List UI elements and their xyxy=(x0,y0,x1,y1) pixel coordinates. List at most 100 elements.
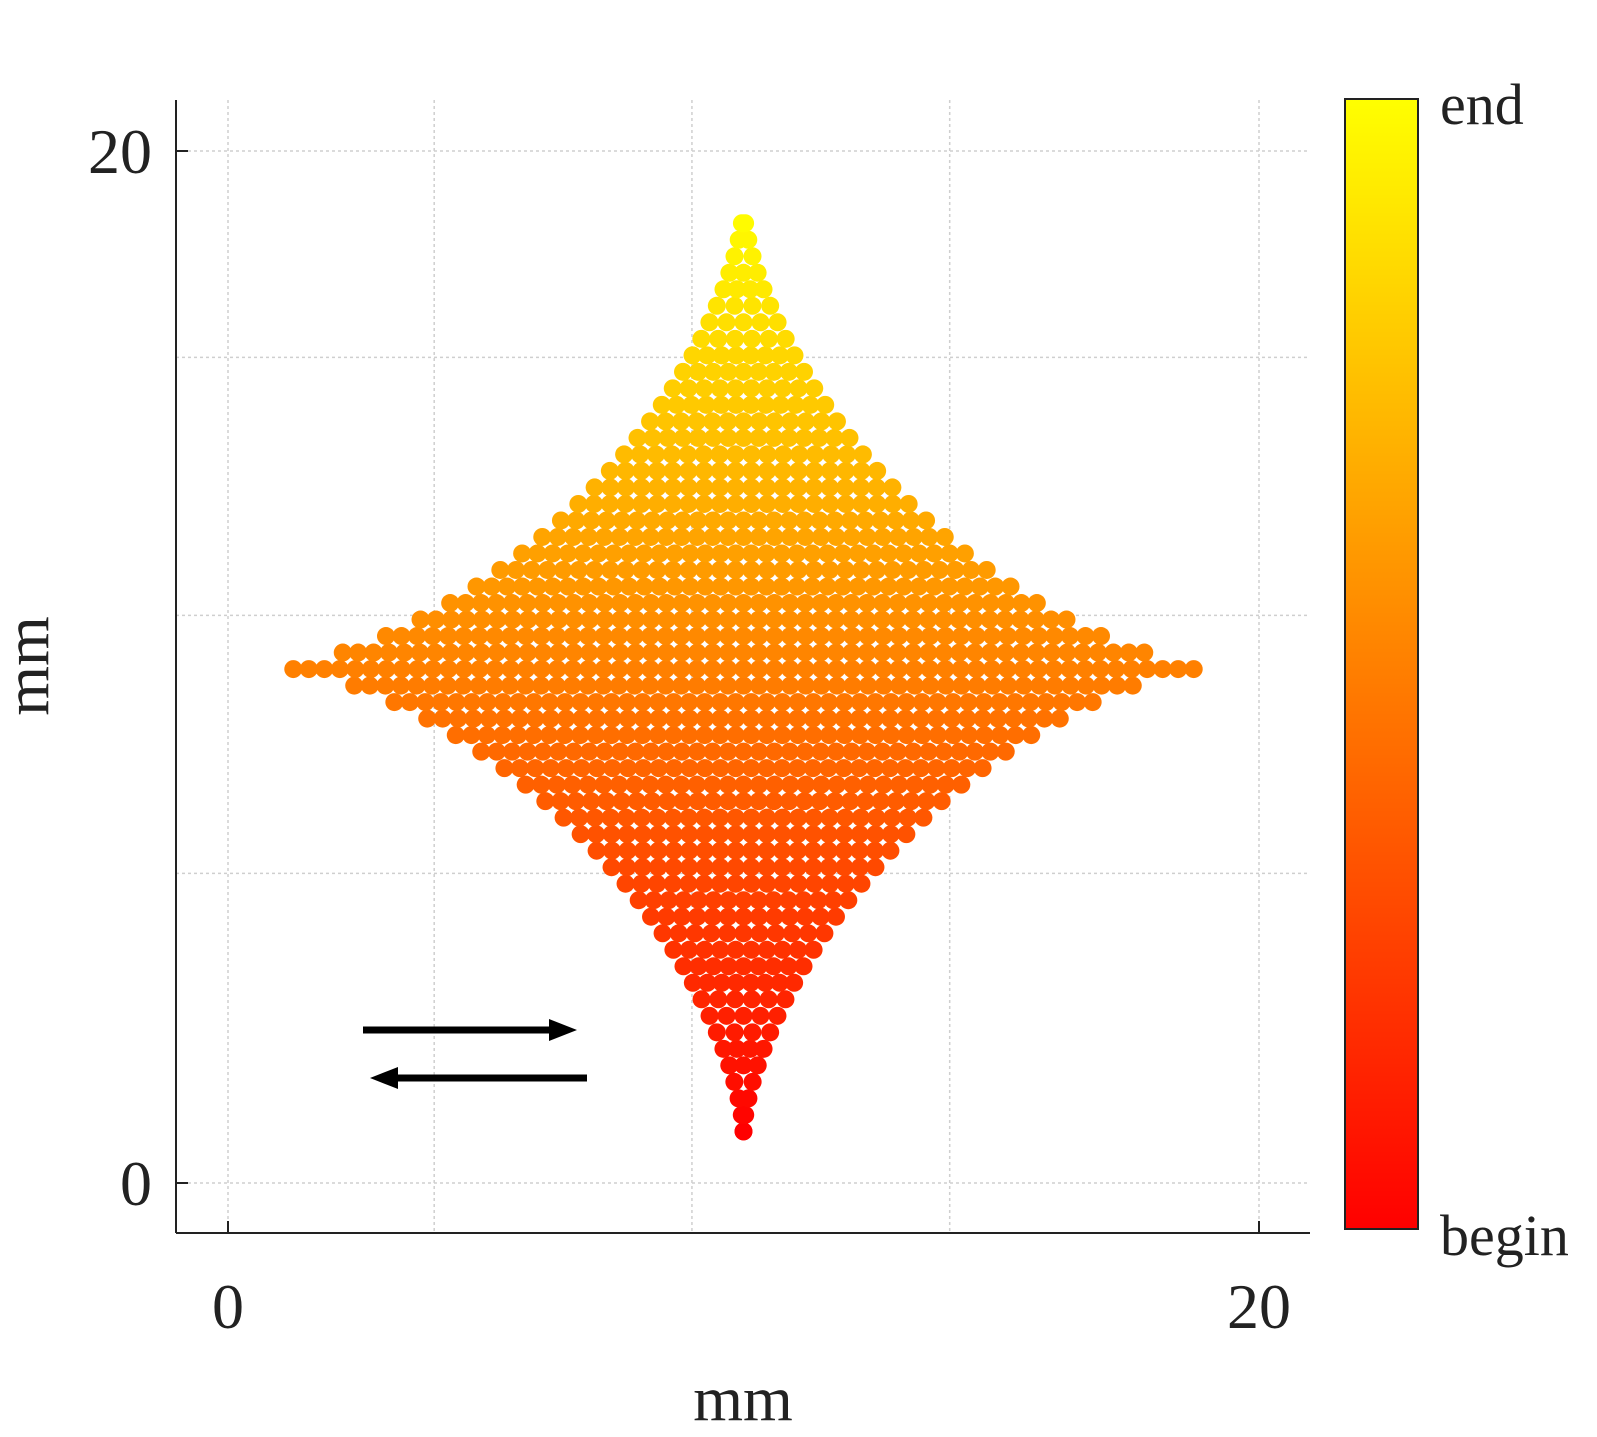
scatter-point xyxy=(890,676,909,695)
scatter-point xyxy=(790,445,809,464)
scatter-point xyxy=(628,511,647,530)
scatter-point xyxy=(1027,594,1046,613)
scatter-point xyxy=(757,759,776,778)
scatter-point xyxy=(904,527,923,546)
scatter-point xyxy=(714,280,733,299)
scatter-point xyxy=(750,676,769,695)
scatter-point xyxy=(734,412,753,431)
scatter-point xyxy=(852,874,871,893)
scatter-point xyxy=(853,445,872,464)
scatter-point xyxy=(609,676,628,695)
scatter-point xyxy=(881,841,900,860)
scatter-point xyxy=(902,792,921,811)
scatter-point xyxy=(574,544,593,563)
scatter-point xyxy=(757,693,776,712)
scatter-point xyxy=(563,775,582,794)
scatter-point xyxy=(734,924,753,943)
scatter-point xyxy=(603,759,622,778)
scatter-point xyxy=(518,594,537,613)
scatter-point xyxy=(804,858,823,877)
scatter-point xyxy=(836,494,855,513)
scatter-point xyxy=(447,693,466,712)
scatter-point xyxy=(734,1056,753,1075)
scatter-point xyxy=(633,825,652,844)
scatter-point xyxy=(426,610,445,629)
scatter-point xyxy=(377,660,396,679)
scatter-point xyxy=(742,560,761,579)
scatter-point xyxy=(683,346,702,365)
scatter-point xyxy=(961,560,980,579)
scatter-point xyxy=(498,577,517,596)
scatter-point xyxy=(726,560,745,579)
scatter-point xyxy=(943,693,962,712)
scatter-point xyxy=(1108,676,1127,695)
scatter-point xyxy=(580,742,599,761)
scatter-point xyxy=(697,395,716,414)
scatter-point xyxy=(851,726,870,745)
scatter-point xyxy=(726,445,745,464)
scatter-point xyxy=(477,726,496,745)
scatter-point xyxy=(712,346,731,365)
scatter-point xyxy=(843,660,862,679)
scatter-point xyxy=(689,428,708,447)
scatter-point xyxy=(657,742,676,761)
scatter-point xyxy=(533,527,552,546)
scatter-point xyxy=(757,825,776,844)
scatter-point xyxy=(736,214,755,233)
scatter-point xyxy=(632,808,651,827)
scatter-point xyxy=(836,808,855,827)
scatter-point xyxy=(825,511,844,530)
scatter-point xyxy=(796,412,815,431)
scatter-point xyxy=(649,841,668,860)
scatter-point xyxy=(585,478,604,497)
scatter-point xyxy=(487,594,506,613)
scatter-point xyxy=(750,660,769,679)
scatter-point xyxy=(442,610,461,629)
scatter-point xyxy=(1169,660,1188,679)
scatter-point xyxy=(656,775,675,794)
scatter-point xyxy=(596,610,615,629)
scatter-point xyxy=(765,412,784,431)
scatter-point xyxy=(603,841,622,860)
colorbar-min-label: begin xyxy=(1440,1203,1569,1268)
scatter-point xyxy=(759,990,778,1009)
scatter-point xyxy=(758,379,777,398)
y-tick-label: 20 xyxy=(88,116,152,187)
scatter-point xyxy=(642,643,661,662)
scatter-point xyxy=(695,808,714,827)
scatter-point xyxy=(595,742,614,761)
scatter-point xyxy=(554,560,573,579)
scatter-point xyxy=(513,577,532,596)
scatter-point xyxy=(702,924,721,943)
scatter-point xyxy=(635,544,654,563)
scatter-point xyxy=(827,594,846,613)
scatter-point xyxy=(711,841,730,860)
scatter-point xyxy=(1076,627,1095,646)
scatter-point xyxy=(841,792,860,811)
scatter-point xyxy=(780,610,799,629)
scatter-point xyxy=(1138,660,1157,679)
scatter-point xyxy=(873,527,892,546)
scatter-point xyxy=(518,643,537,662)
scatter-point xyxy=(710,560,729,579)
scatter-point xyxy=(618,825,637,844)
scatter-point xyxy=(856,792,875,811)
scatter-point xyxy=(773,841,792,860)
scatter-point xyxy=(594,676,613,695)
scatter-point xyxy=(517,660,536,679)
scatter-point xyxy=(780,527,799,546)
scatter-point xyxy=(796,610,815,629)
scatter-point xyxy=(718,660,737,679)
scatter-point xyxy=(820,874,839,893)
scatter-point xyxy=(718,676,737,695)
scatter-point xyxy=(641,742,660,761)
scatter-point xyxy=(756,395,775,414)
scatter-point xyxy=(625,660,644,679)
scatter-point xyxy=(648,874,667,893)
scatter-point xyxy=(883,808,902,827)
scatter-point xyxy=(439,627,458,646)
scatter-point xyxy=(928,726,947,745)
scatter-point xyxy=(819,825,838,844)
scatter-point xyxy=(1001,577,1020,596)
scatter-point xyxy=(582,511,601,530)
